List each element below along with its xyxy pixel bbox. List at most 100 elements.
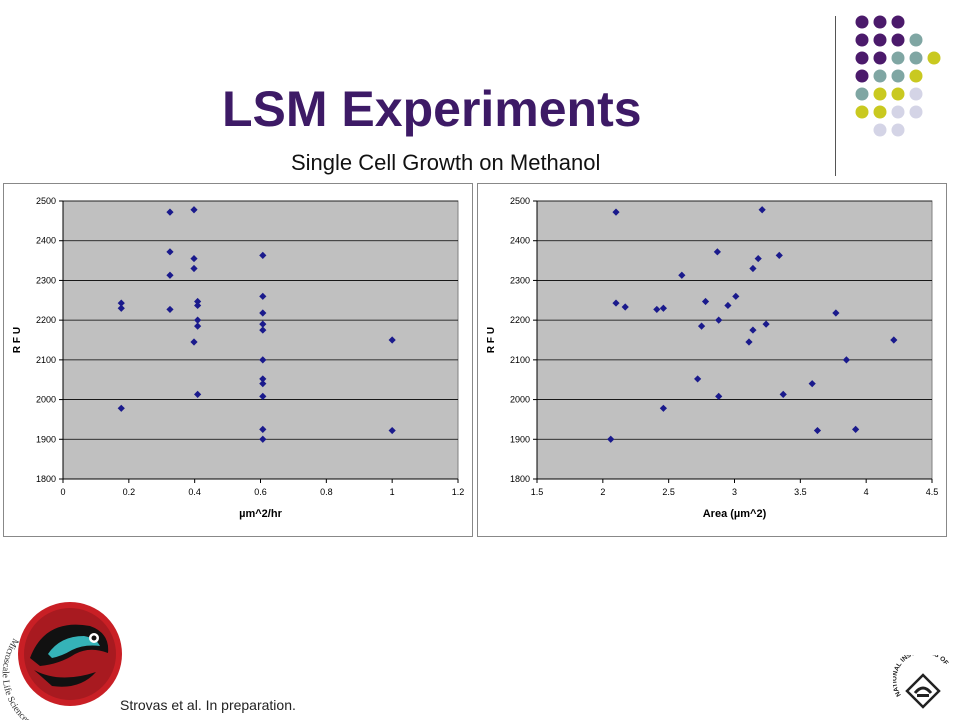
growth-chart-data-point (259, 326, 267, 334)
decorative-dot (909, 51, 923, 65)
area-chart-data-point (852, 425, 860, 433)
growth-chart-data-point (259, 425, 267, 433)
area-chart-x-axis-label: Area (µm^2) (703, 508, 767, 520)
decorative-dot (891, 15, 905, 29)
area-chart-x-tick-label: 4 (864, 487, 869, 497)
decorative-dot (891, 51, 905, 65)
area-chart-data-point (832, 309, 840, 317)
growth-chart-y-tick-label: 2300 (36, 275, 56, 285)
logo-lower-fin (34, 670, 96, 687)
growth-chart-data-point (194, 297, 202, 306)
area-chart-x-tick-label: 2 (600, 487, 605, 497)
growth-chart-y-tick-label: 2500 (36, 196, 56, 206)
growth-chart-data-point (194, 390, 202, 399)
area-chart-data-point (775, 251, 783, 260)
decorative-dot (909, 33, 923, 47)
decorative-dot (873, 87, 887, 101)
growth-chart-x-tick-label: 0.6 (254, 487, 267, 497)
area-chart-data-point (749, 264, 757, 273)
growth-chart-x-tick-label: 0.8 (320, 487, 333, 497)
area-chart-data-point (779, 390, 787, 399)
growth-chart-data-point (388, 426, 396, 435)
nih-logo: NATIONAL INSTITUTES OF HEALTH (893, 655, 949, 709)
growth-chart-data-point (190, 264, 198, 273)
decorative-dot (855, 15, 869, 29)
decorative-dot (855, 105, 869, 119)
mlsc-logo: Microscale Life Sciences Center (0, 602, 122, 720)
decorative-dot (927, 51, 941, 65)
decorative-dot (891, 123, 905, 137)
decorative-dot (855, 51, 869, 65)
area-chart-x-tick-label: 1.5 (531, 487, 544, 497)
decorative-dot (891, 33, 905, 47)
growth-chart-data-point (117, 304, 125, 312)
area-chart-y-tick-label: 1900 (510, 434, 530, 444)
area-chart-y-tick-label: 2100 (510, 355, 530, 365)
area-chart-data-point (612, 208, 620, 216)
area-chart-x-tick-label: 4.5 (926, 487, 939, 497)
area-chart-x-tick-label: 3 (732, 487, 737, 497)
growth-chart-y-tick-label: 2400 (36, 236, 56, 246)
decorative-dot (873, 15, 887, 29)
decorative-dot (873, 51, 887, 65)
nih-arch (913, 686, 933, 694)
decorative-dot (873, 123, 887, 137)
area-chart-x-tick-label: 3.5 (794, 487, 807, 497)
growth-chart-data-point (259, 309, 267, 317)
logo-pupil (91, 635, 97, 641)
growth-chart-x-tick-label: 0.4 (188, 487, 201, 497)
growth-chart-data-point (259, 356, 267, 364)
area-chart-data-point (701, 297, 710, 306)
slide-title: LSM Experiments (222, 81, 642, 137)
decorative-dot (891, 105, 905, 119)
area-chart-data-point (758, 206, 766, 214)
growth-chart-x-tick-label: 1 (390, 487, 395, 497)
area-chart-data-point (607, 435, 615, 443)
growth-chart-data-point (388, 336, 396, 344)
growth-chart-data-point (259, 392, 267, 400)
citation-text: Strovas et al. In preparation. (120, 697, 296, 713)
nih-base (917, 694, 929, 697)
area-chart-data-point (715, 392, 723, 400)
title-divider (835, 16, 836, 176)
area-chart-data-point (813, 426, 822, 435)
area-chart-x-tick-label: 2.5 (662, 487, 675, 497)
growth-chart-data-point (166, 248, 174, 256)
decorative-dot (855, 69, 869, 83)
decorative-dot (873, 33, 887, 47)
decorative-dot (873, 69, 887, 83)
growth-chart-x-tick-label: 1.2 (452, 487, 465, 497)
nih-diamond (905, 673, 941, 709)
area-chart-y-tick-label: 2300 (510, 275, 530, 285)
area-chart-y-tick-label: 2500 (510, 196, 530, 206)
growth-chart-y-tick-label: 2100 (36, 355, 56, 365)
area-chart-data-point (842, 356, 851, 364)
area-scatter-chart: 1800 1900 2000 2100 2200 2300 2400 2500 1.5 2 2.5 3… (477, 183, 947, 537)
decorative-dot-grid (855, 15, 941, 137)
growth-chart-y-tick-label: 1900 (36, 434, 56, 444)
growth-chart-x-tick-label: 0.2 (123, 487, 136, 497)
area-chart-y-tick-label: 2200 (510, 315, 530, 325)
area-chart-y-axis-label: R F U (486, 327, 497, 353)
growth-chart-y-tick-label: 2200 (36, 315, 56, 325)
decorative-dot (873, 105, 887, 119)
growth-chart-data-point (259, 435, 267, 443)
area-chart-y-tick-label: 2000 (510, 395, 530, 405)
area-chart-y-tick-label: 1800 (510, 474, 530, 484)
decorative-dot (855, 87, 869, 101)
growth-chart-data-point (259, 292, 267, 300)
growth-rate-scatter-svg: 1800 1900 2000 2100 2200 2300 2400 2500 0 0.2 0.4 0… (12, 196, 465, 520)
growth-chart-data-point (190, 338, 198, 346)
area-scatter-svg: 1800 1900 2000 2100 2200 2300 2400 2500 1.5 2 2.5 3… (486, 196, 939, 520)
area-chart-data-point (745, 338, 753, 346)
growth-chart-y-axis-label: R F U (12, 327, 23, 353)
growth-chart-x-tick-label: 0 (60, 487, 65, 497)
decorative-dot (891, 87, 905, 101)
growth-chart-data-point (259, 251, 267, 260)
area-chart-data-point (659, 304, 667, 312)
growth-chart-data-point (259, 320, 267, 328)
decorative-dot (909, 87, 923, 101)
decorative-dot (891, 69, 905, 83)
growth-rate-scatter-chart: 1800 1900 2000 2100 2200 2300 2400 2500 0 0.2 0.4 0… (3, 183, 473, 537)
logo-salmon-stripe (48, 636, 100, 658)
